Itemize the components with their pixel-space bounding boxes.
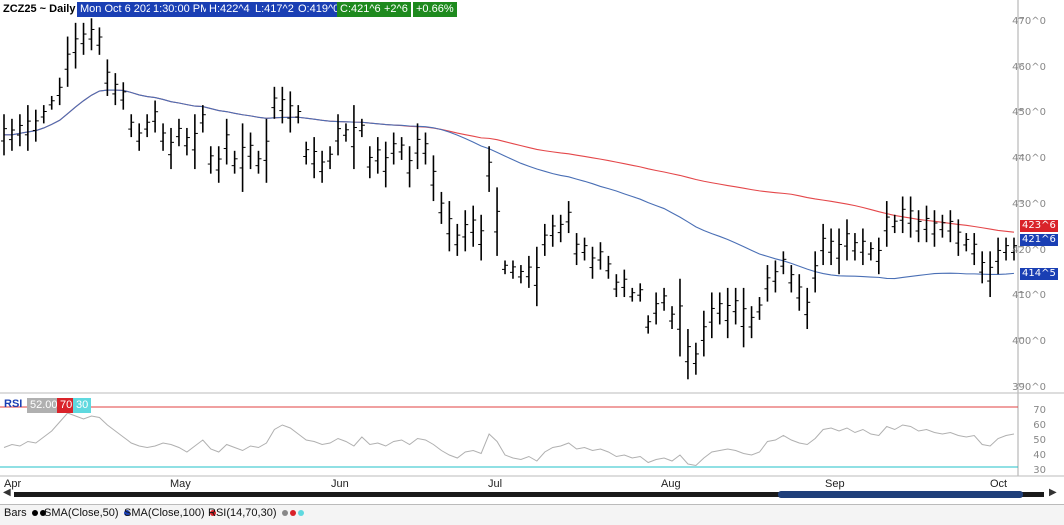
low-box: L:417^2 [252, 2, 297, 17]
rsi-line [3, 412, 1015, 467]
pct-box: +0.66% [413, 2, 457, 17]
close-box: C:421^6 [337, 2, 384, 17]
month-label: Oct [990, 478, 1008, 490]
rsi-tick: 40 [1033, 450, 1046, 461]
rsi-tick: 60 [1033, 420, 1046, 431]
last-price-flag: 421^6 [1020, 234, 1058, 246]
footer-bars[interactable]: Bars [4, 507, 46, 519]
scroll-right-arrow[interactable]: ▶ [1049, 487, 1057, 498]
month-label: Aug [661, 478, 681, 490]
rsi-value-box: 52.00 [27, 398, 61, 413]
time-box: 1:30:00 PM [150, 2, 213, 17]
month-label: Jul [488, 478, 503, 490]
time-scrollbar[interactable] [14, 492, 1044, 497]
rsi-tick: 70 [1033, 405, 1046, 416]
rsi-title: RSI [4, 398, 23, 410]
month-label: Apr [4, 478, 22, 490]
footer-sma50[interactable]: SMA(Close,50) [44, 507, 130, 519]
sma50-line [4, 89, 1015, 280]
price-tick: 410^0 [1012, 290, 1046, 301]
rsi-oversold-box: 30 [73, 398, 92, 413]
month-label: Jun [331, 478, 349, 490]
price-tick: 440^0 [1012, 153, 1046, 164]
month-label: May [170, 478, 191, 490]
open-box: O:419^0 [295, 2, 343, 17]
price-tick: 450^0 [1012, 107, 1046, 118]
price-tick: 460^0 [1012, 62, 1046, 73]
change-box: +2^6 [381, 2, 411, 17]
scroll-left-arrow[interactable]: ◀ [3, 487, 11, 498]
price-tick: 400^0 [1012, 336, 1046, 347]
symbol-label: ZCZ25 ~ Daily [3, 3, 76, 15]
date-box: Mon Oct 6 2025 [77, 2, 162, 17]
footer-rsi[interactable]: RSI(14,70,30) [208, 507, 304, 519]
price-tick: 430^0 [1012, 199, 1046, 210]
indicator-footer [0, 504, 1064, 525]
sma100-flag: 423^6 [1020, 220, 1058, 232]
scroll-thumb[interactable] [778, 491, 1023, 498]
rsi-overbought-box: 70 [57, 398, 76, 413]
footer-sma100[interactable]: SMA(Close,100) [124, 507, 216, 519]
price-tick: 420^0 [1012, 245, 1046, 256]
month-label: Sep [825, 478, 845, 490]
price-tick: 390^0 [1012, 382, 1046, 393]
rsi-tick: 50 [1033, 435, 1046, 446]
high-box: H:422^4 [206, 2, 253, 17]
sma50-flag: 414^5 [1020, 268, 1058, 280]
rsi-tick: 30 [1033, 465, 1046, 476]
price-tick: 470^0 [1012, 16, 1046, 27]
